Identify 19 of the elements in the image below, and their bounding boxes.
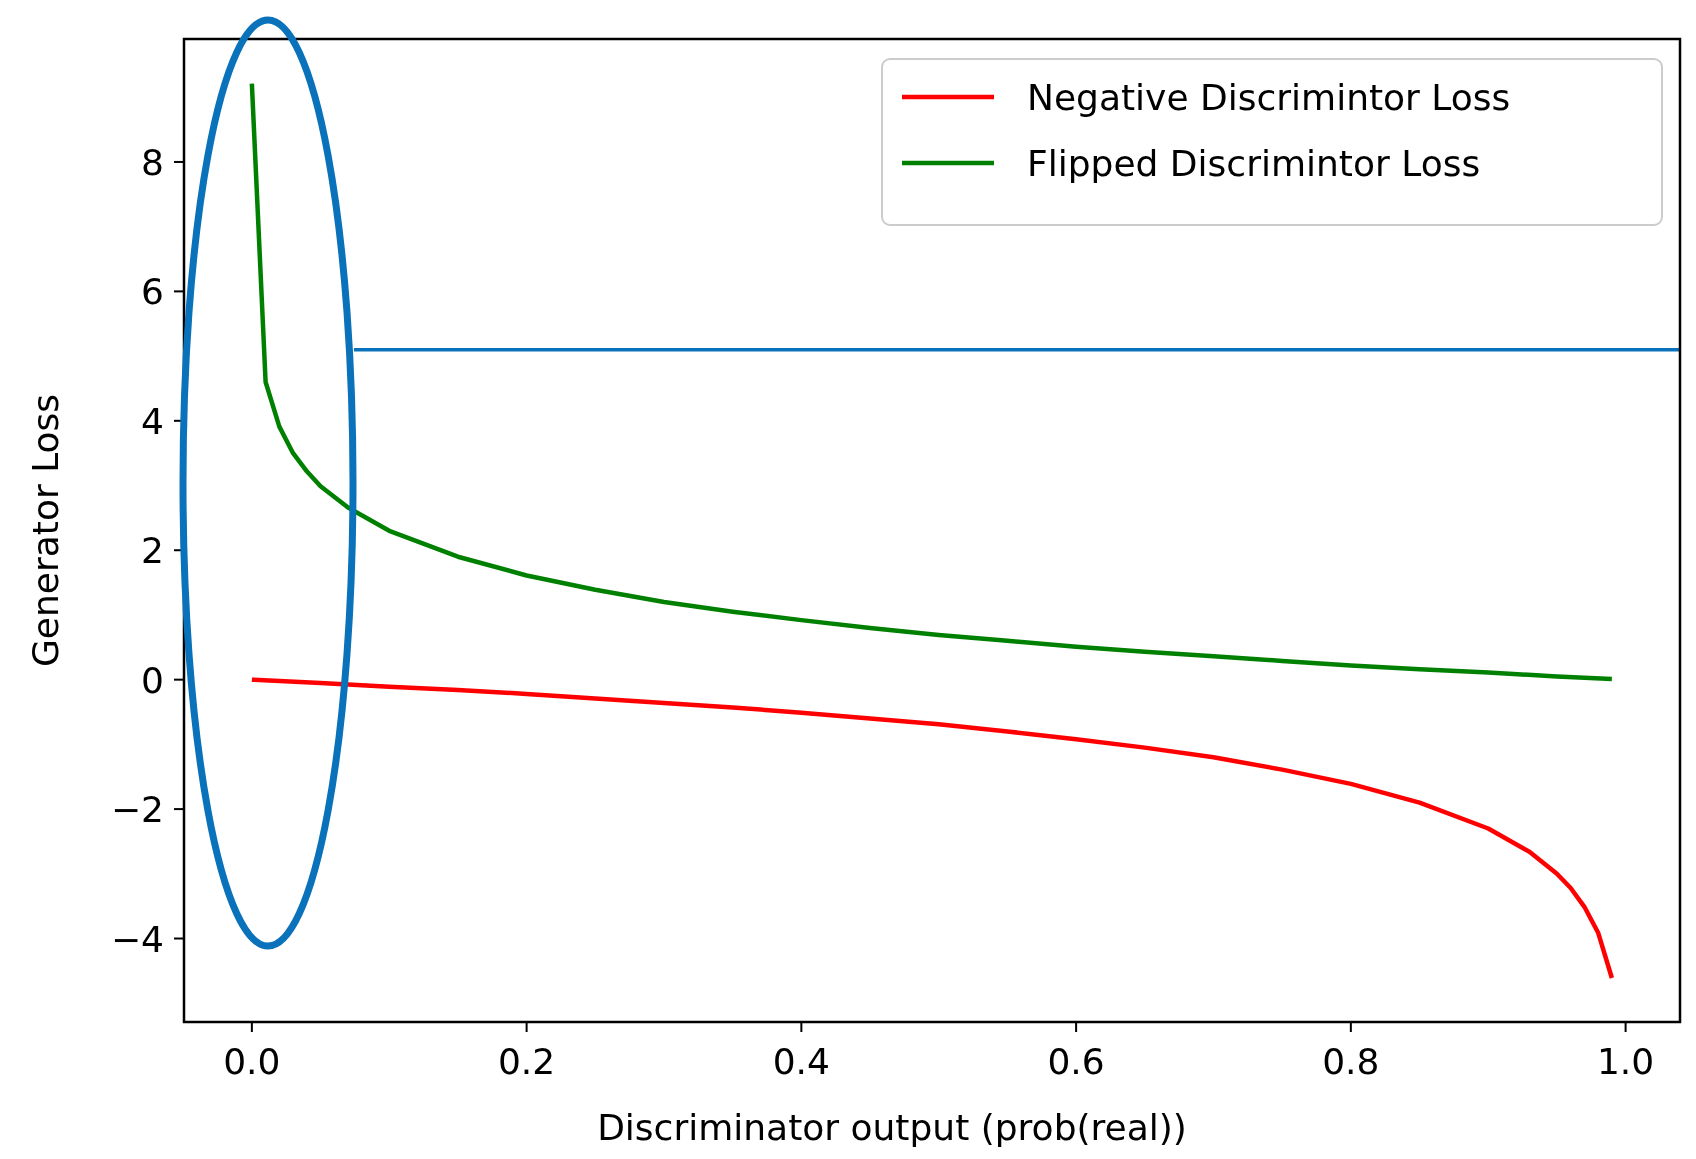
x-tick-label: 0.2 [497,1041,556,1082]
y-tick-label: 4 [141,400,164,442]
y-tick-label: −4 [110,918,164,960]
legend-label: Flipped Discrimintor Loss [1027,143,1481,184]
y-tick-label: 0 [141,659,164,701]
x-tick-label: 0.0 [223,1041,281,1082]
y-tick-label: 2 [141,530,164,572]
y-tick-label: 6 [141,271,164,313]
x-tick-label: 0.6 [1047,1041,1105,1082]
line-series [249,81,1615,682]
y-axis-title: Generator Loss [25,393,66,668]
y-tick-label: 8 [141,141,164,183]
line-series [249,677,1615,981]
legend-label: Negative Discrimintor Loss [1027,77,1511,118]
x-tick-label: 0.4 [772,1041,830,1082]
y-tick-label: −2 [110,789,164,831]
x-axis-title: Discriminator output (prob(real)) [597,1107,1187,1148]
x-tick-label: 1.0 [1596,1041,1655,1082]
x-tick-label: 0.8 [1322,1041,1380,1082]
